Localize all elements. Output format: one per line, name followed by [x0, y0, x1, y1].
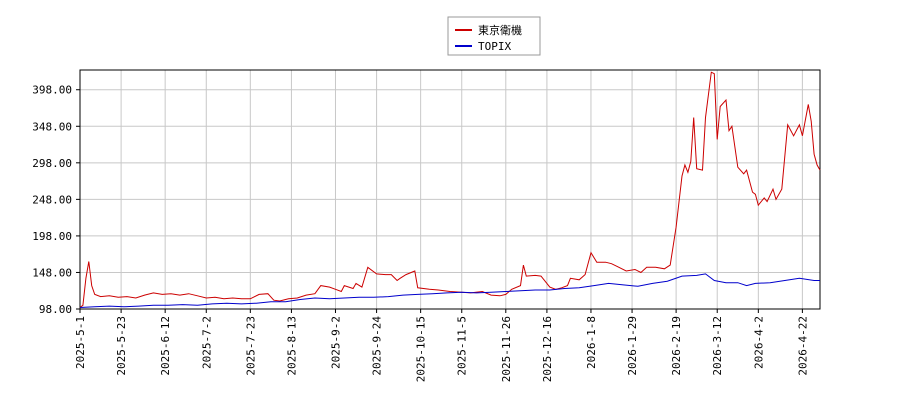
x-tick-label: 2025-5-23 [115, 316, 128, 376]
x-tick-label: 2025-11-5 [456, 316, 469, 376]
x-tick-label: 2026-2-19 [670, 316, 683, 376]
series-line [79, 273, 820, 308]
legend-box [447, 16, 541, 56]
y-tick-label: 348.00 [32, 120, 72, 133]
y-tick-label: 198.00 [32, 230, 72, 243]
x-tick-label: 2026-4-2 [752, 316, 765, 369]
plot-frame [79, 69, 821, 310]
x-tick-label: 2025-9-2 [329, 316, 342, 369]
y-tick-label: 248.00 [32, 193, 72, 206]
legend-label: TOPIX [478, 40, 511, 53]
legend-label: 東京衛機 [478, 23, 522, 37]
x-tick-label: 2025-7-23 [244, 316, 257, 376]
x-tick-label: 2026-4-22 [796, 316, 809, 376]
x-tick-label: 2025-5-1 [74, 316, 87, 369]
x-tick-label: 2026-3-12 [711, 316, 724, 376]
x-tick-label: 2025-7-2 [200, 316, 213, 369]
y-tick-label: 98.00 [39, 303, 72, 316]
x-tick-label: 2025-10-15 [415, 316, 428, 382]
y-tick-label: 148.00 [32, 266, 72, 279]
x-tick-label: 2025-8-13 [285, 316, 298, 376]
x-tick-label: 2025-12-16 [541, 316, 554, 382]
y-tick-label: 298.00 [32, 157, 72, 170]
x-tick-label: 2026-1-8 [585, 316, 598, 369]
x-tick-label: 2025-9-24 [371, 316, 384, 376]
y-tick-label: 398.00 [32, 84, 72, 97]
x-tick-label: 2025-11-26 [500, 316, 513, 382]
x-tick-label: 2026-1-29 [626, 316, 639, 376]
x-tick-label: 2025-6-12 [159, 316, 172, 376]
series-line [79, 71, 821, 308]
